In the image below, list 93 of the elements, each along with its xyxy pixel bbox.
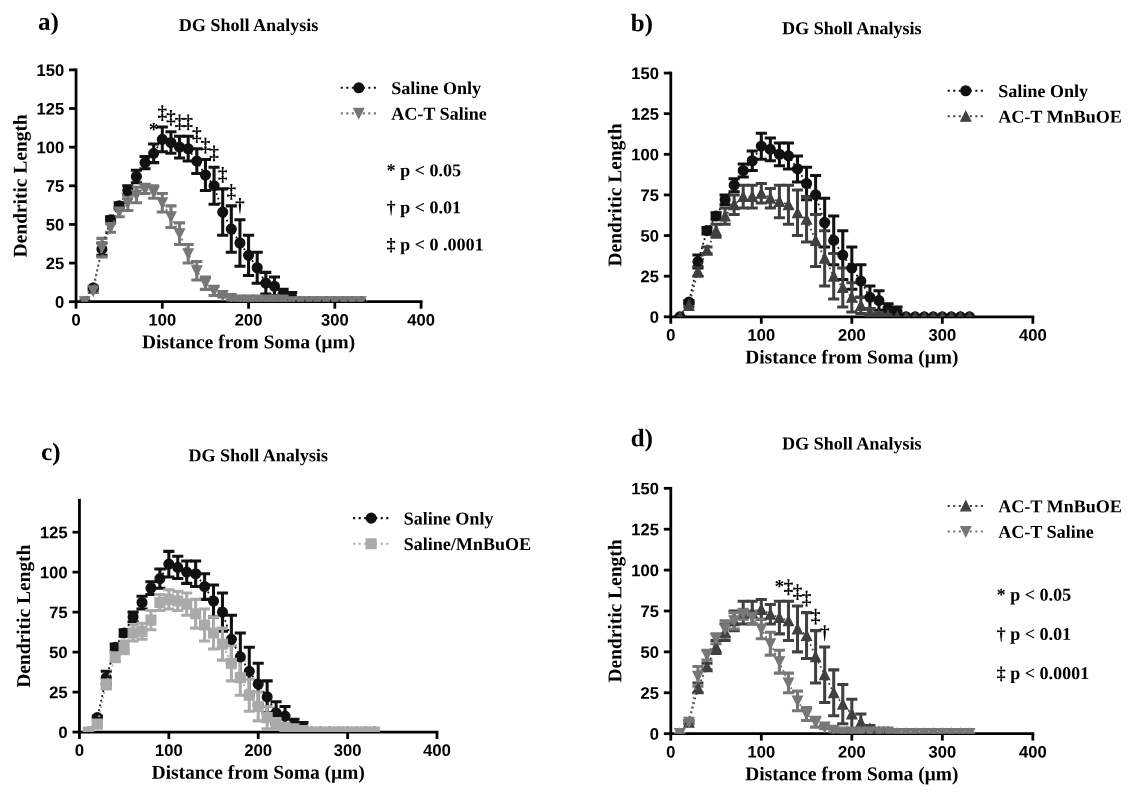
annotation: ‡ p < 0 .0001 <box>387 237 483 255</box>
text: c) <box>41 442 60 466</box>
x-tick-label: 300 <box>928 329 956 341</box>
x-tick-label: 400 <box>407 313 435 326</box>
annotation: ‡ <box>201 137 210 154</box>
legend-label: AC-T Saline <box>998 525 1094 538</box>
annotation: * <box>775 580 784 588</box>
y-axis-title: Dendritic Length <box>607 123 626 267</box>
y-axis-title: Dendritic Length <box>16 544 35 688</box>
legend-label: AC-T Saline <box>391 107 487 120</box>
x-tick-label: 0 <box>666 329 675 341</box>
y-tick-label: 50 <box>46 218 64 231</box>
chart-title: DG Sholl Analysis <box>179 18 318 35</box>
annotation: ‡ <box>157 105 167 122</box>
y-tick-label: 0 <box>55 296 64 308</box>
x-axis-title: Distance from Soma (μm) <box>745 349 958 368</box>
chart-title: DG Sholl Analysis <box>782 21 922 39</box>
annotation: ‡ <box>784 579 793 596</box>
y-axis-title: Dendritic Length <box>607 539 626 683</box>
y-tick-label: 50 <box>640 229 659 242</box>
y-tick-label: 75 <box>641 189 659 202</box>
y-tick-label: 125 <box>40 526 68 539</box>
legend-label: Saline Only <box>404 511 494 529</box>
annotation: ‡ <box>183 114 193 131</box>
annotation: * p < 0.05 <box>387 164 461 181</box>
annotation: † p < 0.01 <box>997 627 1071 644</box>
annotation: † <box>235 198 245 214</box>
x-tick-label: 200 <box>838 745 866 758</box>
x-tick-label: 400 <box>1019 329 1047 341</box>
annotation: ‡ <box>175 114 184 131</box>
y-tick-label: 75 <box>46 180 64 192</box>
legend-label: Saline Only <box>392 81 481 99</box>
y-tick-label: 0 <box>59 726 67 739</box>
y-tick-label: 25 <box>641 687 659 699</box>
annotation: ‡ <box>811 608 820 625</box>
annotation: ‡ <box>793 584 802 601</box>
y-tick-label: 125 <box>632 523 659 536</box>
annotation: * <box>149 122 158 131</box>
annotation: ‡ <box>192 126 202 143</box>
annotation: ‡ <box>218 167 228 183</box>
y-tick-label: 100 <box>632 148 659 161</box>
y-tick-label: 100 <box>37 141 64 154</box>
y-tick-label: 75 <box>641 605 659 618</box>
y-tick-label: 150 <box>632 482 659 495</box>
y-tick-label: 25 <box>49 686 68 699</box>
text: a) <box>38 12 58 36</box>
chart-title: DG Sholl Analysis <box>188 448 328 466</box>
x-tick-label: 100 <box>155 744 183 757</box>
x-tick-label: 100 <box>748 745 775 758</box>
legend-label: AC-T MnBuOE <box>998 110 1121 123</box>
y-tick-label: 150 <box>632 67 659 80</box>
y-tick-label: 50 <box>640 646 659 659</box>
y-tick-label: 100 <box>40 566 67 579</box>
x-tick-label: 0 <box>666 745 675 758</box>
annotation: ‡ p < 0.0001 <box>997 666 1089 683</box>
x-tick-label: 100 <box>748 329 775 341</box>
annotation: ‡ <box>209 145 219 162</box>
y-tick-label: 150 <box>37 64 64 77</box>
x-axis-title: Distance from Soma (μm) <box>745 766 958 785</box>
x-tick-label: 100 <box>149 313 176 326</box>
y-tick-label: 0 <box>650 728 659 740</box>
y-tick-label: 25 <box>46 257 64 270</box>
legend-label: Saline/MnBuOE <box>404 537 531 551</box>
x-tick-label: 200 <box>838 329 866 341</box>
annotation: ‡ <box>802 590 811 607</box>
x-tick-label: 400 <box>1019 745 1047 758</box>
chart-title: DG Sholl Analysis <box>782 436 922 454</box>
text: d) <box>631 428 652 452</box>
y-tick-label: 50 <box>49 646 67 659</box>
x-tick-label: 0 <box>72 313 80 326</box>
y-tick-label: 125 <box>37 102 64 115</box>
legend-label: AC-T MnBuOE <box>998 500 1121 513</box>
annotation: † <box>820 625 830 641</box>
x-tick-label: 200 <box>235 313 262 326</box>
y-tick-label: 125 <box>632 108 659 120</box>
y-tick-label: 100 <box>632 564 659 577</box>
x-axis-title: Distance from Soma (μm) <box>151 764 364 783</box>
x-tick-label: 300 <box>334 744 361 757</box>
x-tick-label: 400 <box>423 744 451 757</box>
text: b) <box>631 13 652 37</box>
x-tick-label: 200 <box>244 744 272 757</box>
x-tick-label: 0 <box>75 744 84 757</box>
annotation: * p < 0.05 <box>997 588 1071 605</box>
annotation: ‡ <box>226 184 236 200</box>
y-tick-label: 25 <box>641 270 659 283</box>
legend-label: Saline Only <box>999 84 1088 101</box>
annotation: † p < 0.01 <box>387 200 461 218</box>
annotation: ‡ <box>166 109 176 126</box>
y-tick-label: 75 <box>49 606 68 619</box>
y-axis-title: Dendritic Length <box>13 114 31 258</box>
x-tick-label: 300 <box>321 313 349 326</box>
x-tick-label: 300 <box>928 745 956 758</box>
x-axis-title: Distance from Soma (μm) <box>142 334 355 353</box>
